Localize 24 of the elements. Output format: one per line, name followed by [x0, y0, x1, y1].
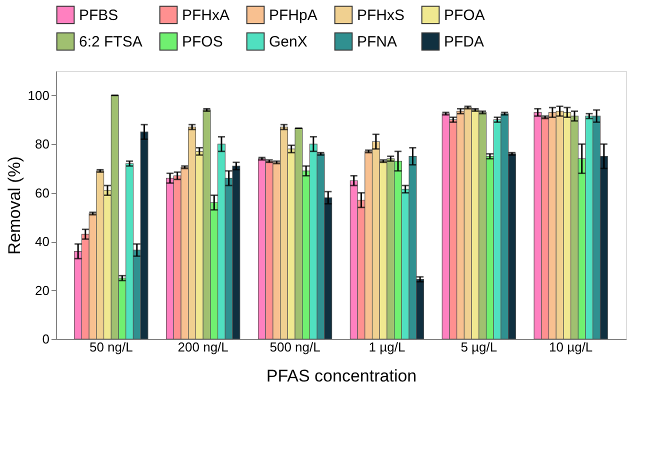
legend-label: PFHpA — [269, 6, 318, 24]
legend-label: PFOS — [182, 34, 223, 50]
y-tick-label: 0 — [42, 332, 50, 346]
y-tick-label: 80 — [35, 136, 50, 152]
x-tick-label: 200 ng/L — [178, 340, 228, 354]
legend-label: PFOA — [444, 6, 485, 24]
x-tick-label: 5 µg/L — [460, 340, 498, 354]
legend-label: PFNA — [357, 34, 398, 50]
legend-label: PFDA — [444, 34, 484, 50]
x-tick-label: 1 µg/L — [368, 340, 406, 354]
y-tick-label: 100 — [28, 88, 50, 103]
legend-label: PFHxA — [182, 6, 230, 24]
legend-label: PFBS — [79, 6, 118, 24]
y-axis-title: Removal (%) — [4, 156, 24, 255]
legend-label: GenX — [269, 34, 308, 50]
legend-label: PFHxS — [357, 6, 405, 24]
x-tick-label: 50 ng/L — [89, 340, 133, 354]
y-tick-label: 20 — [35, 282, 50, 298]
y-tick-label: 40 — [35, 234, 50, 250]
x-tick-label: 500 ng/L — [270, 340, 320, 354]
x-axis-title: PFAS concentration — [266, 366, 417, 386]
legend-label: 6:2 FTSA — [79, 34, 142, 50]
x-tick-label: 10 µg/L — [549, 340, 593, 354]
y-tick-label: 60 — [35, 185, 50, 200]
